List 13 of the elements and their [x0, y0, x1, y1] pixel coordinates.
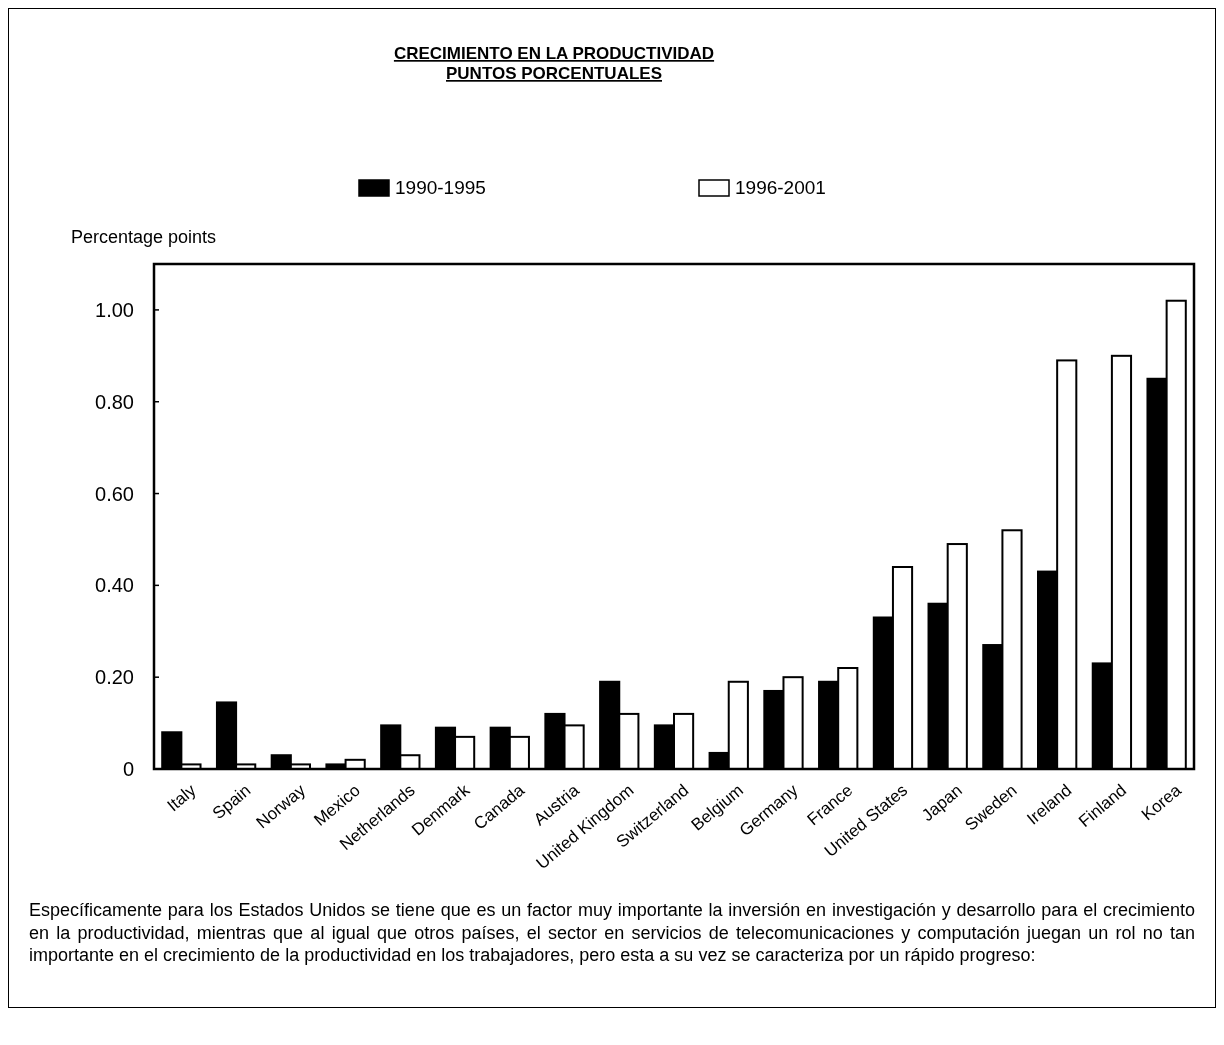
- text: Específicamente para los Estados Unidos se tiene que es un factor muy importante la inversión en investigación y desarrollo para el crecimiento en la productividad, mientras que al igual que otros países, el sector en servicios de telecomunicaciones y computación juegan un rol no tan importante en el crecimiento de la productividad en los trabajadores, pero esta a su vez se caracteriza por un rápido progreso:: [29, 899, 1195, 967]
- y-tick-label: 0.80: [95, 390, 134, 413]
- y-tick-label: 0.20: [95, 666, 134, 689]
- y-tick-label: 1.00: [95, 298, 134, 321]
- y-tick-label: 0.60: [95, 482, 134, 505]
- legend-label: 1990-1995: [395, 177, 486, 198]
- y-tick-label: 0: [122, 758, 134, 780]
- chart-subtitle: PUNTOS PORCENTUALES: [446, 64, 662, 83]
- legend-label: 1996-2001: [735, 177, 826, 198]
- chart-title: CRECIMIENTO EN LA PRODUCTIVIDAD: [393, 44, 715, 63]
- x-tick-label: Italy: [163, 780, 200, 816]
- y-axis-title: Percentage points: [71, 227, 217, 247]
- y-tick-label: 0.40: [95, 574, 134, 597]
